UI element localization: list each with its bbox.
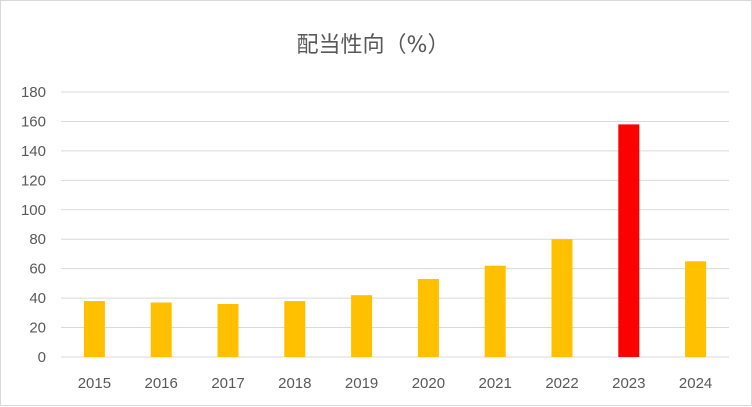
- bar-2024: [685, 261, 707, 357]
- y-tick-label: 80: [29, 231, 46, 248]
- x-tick-label: 2024: [679, 375, 712, 392]
- x-tick-label: 2015: [78, 375, 111, 392]
- bar-2019: [351, 295, 373, 357]
- y-tick-label: 40: [29, 290, 46, 307]
- y-tick-label: 0: [38, 349, 46, 366]
- bar-2021: [484, 265, 506, 357]
- x-tick-label: 2016: [145, 375, 178, 392]
- y-tick-label: 20: [29, 320, 46, 337]
- x-axis: 2015 2016 2017 2018 2019 2020 2021 2022 2023 2024: [78, 375, 713, 392]
- y-tick-label: 160: [21, 113, 46, 130]
- gridlines: [61, 91, 729, 358]
- x-tick-label: 2017: [211, 375, 244, 392]
- x-tick-label: 2022: [545, 375, 578, 392]
- x-tick-label: 2018: [278, 375, 311, 392]
- bar-2020: [417, 278, 439, 357]
- y-tick-label: 120: [21, 172, 46, 189]
- bar-2018: [284, 301, 306, 357]
- x-tick-label: 2019: [345, 375, 378, 392]
- y-tick-label: 60: [29, 261, 46, 278]
- y-tick-label: 100: [21, 202, 46, 219]
- x-tick-label: 2021: [479, 375, 512, 392]
- bar-2015: [83, 301, 105, 357]
- bar-2017: [217, 304, 239, 357]
- chart-title: 配当性向（%）: [297, 33, 450, 58]
- bar-2022: [551, 239, 573, 357]
- y-axis: 0 20 40 60 80 100 120 140 160 180: [21, 84, 46, 366]
- x-tick-label: 2023: [612, 375, 645, 392]
- bar-2016: [150, 302, 172, 357]
- x-tick-label: 2020: [412, 375, 445, 392]
- y-tick-label: 140: [21, 143, 46, 160]
- y-tick-label: 180: [21, 84, 46, 101]
- bar-2023: [618, 124, 640, 357]
- bars: [83, 124, 707, 357]
